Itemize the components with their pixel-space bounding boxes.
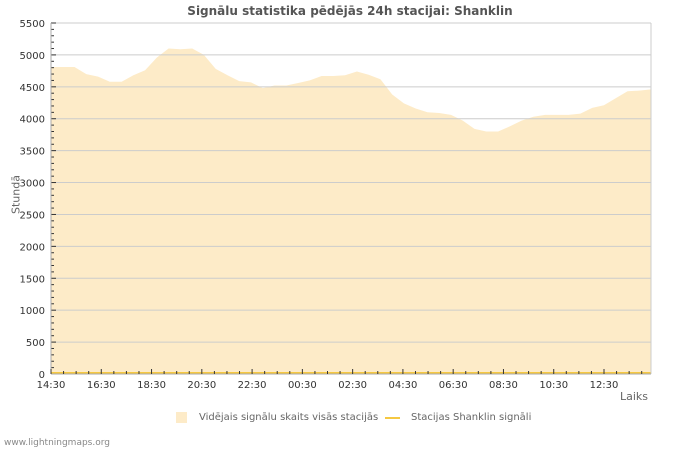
svg-text:22:30: 22:30 <box>238 380 267 391</box>
legend-area-label: Vidējais signālu skaits visās stacijās <box>199 412 379 423</box>
svg-text:4000: 4000 <box>20 115 45 126</box>
legend-area-swatch-icon <box>176 412 187 423</box>
y-axis-label: Stundā <box>9 175 23 214</box>
svg-text:14:30: 14:30 <box>37 380 66 391</box>
svg-text:500: 500 <box>26 338 45 349</box>
svg-text:16:30: 16:30 <box>87 380 116 391</box>
svg-text:1000: 1000 <box>20 306 45 317</box>
svg-text:12:30: 12:30 <box>590 380 619 391</box>
svg-text:3500: 3500 <box>20 147 45 158</box>
credit-link[interactable]: www.lightningmaps.org <box>4 438 110 448</box>
x-axis-label: Laiks <box>620 390 649 403</box>
svg-text:00:30: 00:30 <box>288 380 317 391</box>
area-series <box>51 48 651 374</box>
svg-text:18:30: 18:30 <box>137 380 166 391</box>
legend: Vidējais signālu skaits visās stacijās S… <box>0 410 700 428</box>
chart-title: Signālu statistika pēdējās 24h stacijai:… <box>187 4 513 18</box>
svg-text:5000: 5000 <box>20 51 45 62</box>
svg-text:02:30: 02:30 <box>338 380 367 391</box>
svg-text:2000: 2000 <box>20 242 45 253</box>
svg-text:4500: 4500 <box>20 83 45 94</box>
svg-text:20:30: 20:30 <box>187 380 216 391</box>
svg-text:10:30: 10:30 <box>539 380 568 391</box>
svg-text:0: 0 <box>39 370 45 381</box>
svg-text:06:30: 06:30 <box>439 380 468 391</box>
legend-line-label: Stacijas Shanklin signāli <box>411 412 532 423</box>
svg-text:04:30: 04:30 <box>388 380 417 391</box>
svg-text:08:30: 08:30 <box>489 380 518 391</box>
svg-text:2500: 2500 <box>20 210 45 221</box>
svg-text:5500: 5500 <box>20 19 45 30</box>
svg-text:1500: 1500 <box>20 274 45 285</box>
svg-text:3000: 3000 <box>20 179 45 190</box>
legend-line-swatch-icon <box>385 417 400 419</box>
